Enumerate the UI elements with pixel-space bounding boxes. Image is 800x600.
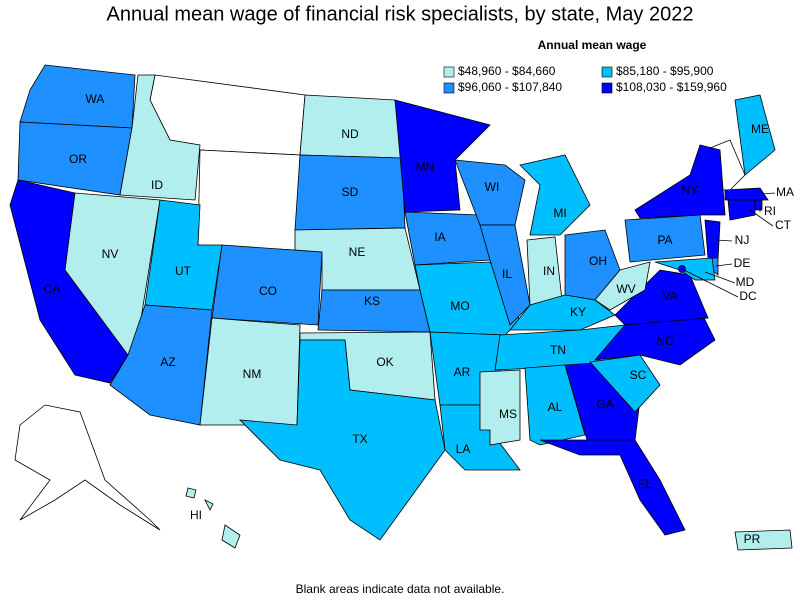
state-label: KY xyxy=(570,305,586,319)
legend-label: $108,030 - $159,960 xyxy=(616,80,727,94)
state-shape xyxy=(394,99,491,213)
legend-swatch xyxy=(601,82,613,94)
states: WA OR CA ID NV UT AZ CO NM ND SD NE KS OK TX MN IA MO AR LA… xyxy=(9,64,794,551)
state-label: CA xyxy=(44,282,61,296)
state-label: PA xyxy=(657,233,672,247)
state-label: IL xyxy=(502,267,512,281)
state-label: MS xyxy=(499,407,517,421)
state-label: NY xyxy=(682,183,699,197)
legend-label: $85,180 - $95,900 xyxy=(616,64,714,78)
state-shape xyxy=(624,214,706,263)
state-label: FL xyxy=(638,477,652,491)
state-label: LA xyxy=(456,442,471,456)
state-shape xyxy=(754,199,763,211)
leader-line xyxy=(715,239,733,242)
state-label: PR xyxy=(744,532,761,546)
state-label: NE xyxy=(349,245,366,259)
state-label: CO xyxy=(259,284,277,298)
state-label: ME xyxy=(751,122,769,136)
legend: $48,960 - $84,660 $85,180 - $95,900 $96,06… xyxy=(443,64,727,94)
state-blank xyxy=(197,149,301,251)
state-label: MI xyxy=(553,206,566,220)
leader-line xyxy=(681,268,739,298)
state-shape xyxy=(589,354,661,413)
state-shape xyxy=(614,269,709,326)
state-shape xyxy=(211,244,323,326)
state-shape xyxy=(479,369,521,446)
state-label: GA xyxy=(596,397,613,411)
state-shape xyxy=(479,224,531,326)
map-title: Annual mean wage of financial risk speci… xyxy=(107,3,694,25)
state-shape xyxy=(119,74,201,201)
state-label: AZ xyxy=(160,355,175,369)
state-label: DC xyxy=(739,289,757,303)
state-label: RI xyxy=(764,204,776,218)
state-label: NV xyxy=(102,247,119,261)
state-label: SD xyxy=(342,185,359,199)
state-label: OH xyxy=(589,254,607,268)
state-label: MN xyxy=(416,160,435,174)
legend-label: $48,960 - $84,660 xyxy=(458,64,556,78)
legend-swatch xyxy=(443,66,455,78)
state-label: NJ xyxy=(735,233,750,247)
state-label: CT xyxy=(775,218,792,232)
state-label: NM xyxy=(243,367,262,381)
legend-swatch xyxy=(601,66,613,78)
state-label: ID xyxy=(151,178,163,192)
legend-swatch xyxy=(443,82,455,94)
state-label: IA xyxy=(434,230,445,244)
state-label: OR xyxy=(69,152,87,166)
footnote: Blank areas indicate data not available. xyxy=(296,582,505,596)
state-label: IN xyxy=(543,264,555,278)
state-label: VA xyxy=(662,289,677,303)
state-shape xyxy=(727,199,756,221)
state-shape xyxy=(185,487,197,499)
state-label: WI xyxy=(485,180,500,194)
legend-title: Annual mean wage xyxy=(538,38,647,52)
leader-line xyxy=(715,263,733,267)
state-shape xyxy=(221,524,241,549)
state-blank xyxy=(14,404,161,531)
state-label: MO xyxy=(450,299,469,313)
state-label: DE xyxy=(734,256,751,270)
state-label: UT xyxy=(175,264,192,278)
state-shape xyxy=(19,64,136,129)
state-label: SC xyxy=(630,368,647,382)
state-shape xyxy=(734,94,776,176)
state-label: AR xyxy=(454,365,471,379)
state-label: ND xyxy=(341,127,359,141)
leader-line xyxy=(761,192,776,195)
state-shape xyxy=(634,144,726,219)
state-label: MD xyxy=(736,275,755,289)
state-label: TN xyxy=(550,343,566,357)
state-shape xyxy=(238,339,446,541)
state-label: HI xyxy=(190,508,202,522)
state-label: NC xyxy=(656,334,674,348)
state-label: OK xyxy=(376,355,393,369)
state-shape xyxy=(204,499,214,511)
state-shape xyxy=(404,211,491,266)
state-label: TX xyxy=(352,432,367,446)
state-label: MA xyxy=(776,185,794,199)
state-shape xyxy=(109,304,213,426)
leader-line xyxy=(749,209,774,227)
legend-label: $96,060 - $107,840 xyxy=(458,80,562,94)
state-shape xyxy=(734,529,793,551)
state-shape xyxy=(539,439,686,536)
leader-line xyxy=(704,271,736,284)
state-label: WV xyxy=(616,282,635,296)
state-shape xyxy=(724,187,769,201)
state-label: AL xyxy=(548,400,563,414)
state-label: KS xyxy=(364,294,380,308)
state-shape xyxy=(519,154,591,236)
state-shape xyxy=(594,261,651,311)
state-shape xyxy=(454,159,526,226)
state-label: WA xyxy=(86,92,105,106)
